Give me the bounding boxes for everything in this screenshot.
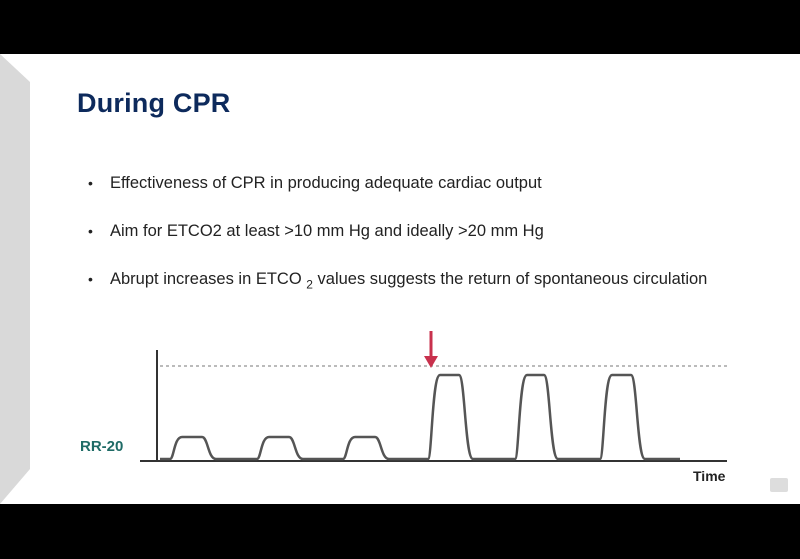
slide: During CPR • Effectiveness of CPR in pro…: [0, 54, 800, 504]
bullet-list: • Effectiveness of CPR in producing adeq…: [88, 172, 707, 316]
y-axis-label: RR-20: [80, 438, 123, 455]
slide-left-accent: [0, 54, 30, 504]
capnography-trace: [160, 373, 680, 461]
bullet-text: Aim for ETCO2 at least >10 mm Hg and ide…: [110, 222, 544, 240]
bullet-dot-icon: •: [88, 271, 93, 287]
x-axis-label: Time: [693, 468, 726, 484]
slide-title: During CPR: [77, 88, 231, 118]
bullet-dot-icon: •: [88, 175, 93, 191]
rosc-arrow-head: [424, 356, 438, 368]
bullet-subscript: 2: [306, 277, 313, 292]
heart-logo-icon: [770, 478, 788, 492]
bullet-text-before: Abrupt increases in ETCO: [110, 270, 307, 288]
bullet-dot-icon: •: [88, 223, 93, 239]
bullet-item: • Abrupt increases in ETCO 2 values sugg…: [88, 268, 707, 316]
bullet-text-after: values suggests the return of spontaneou…: [312, 270, 708, 288]
bullet-item: • Effectiveness of CPR in producing adeq…: [88, 172, 707, 220]
bullet-item: • Aim for ETCO2 at least >10 mm Hg and i…: [88, 220, 707, 268]
bullet-text: Effectiveness of CPR in producing adequa…: [110, 174, 542, 192]
capnography-chart: RR-20 Time: [80, 331, 727, 484]
